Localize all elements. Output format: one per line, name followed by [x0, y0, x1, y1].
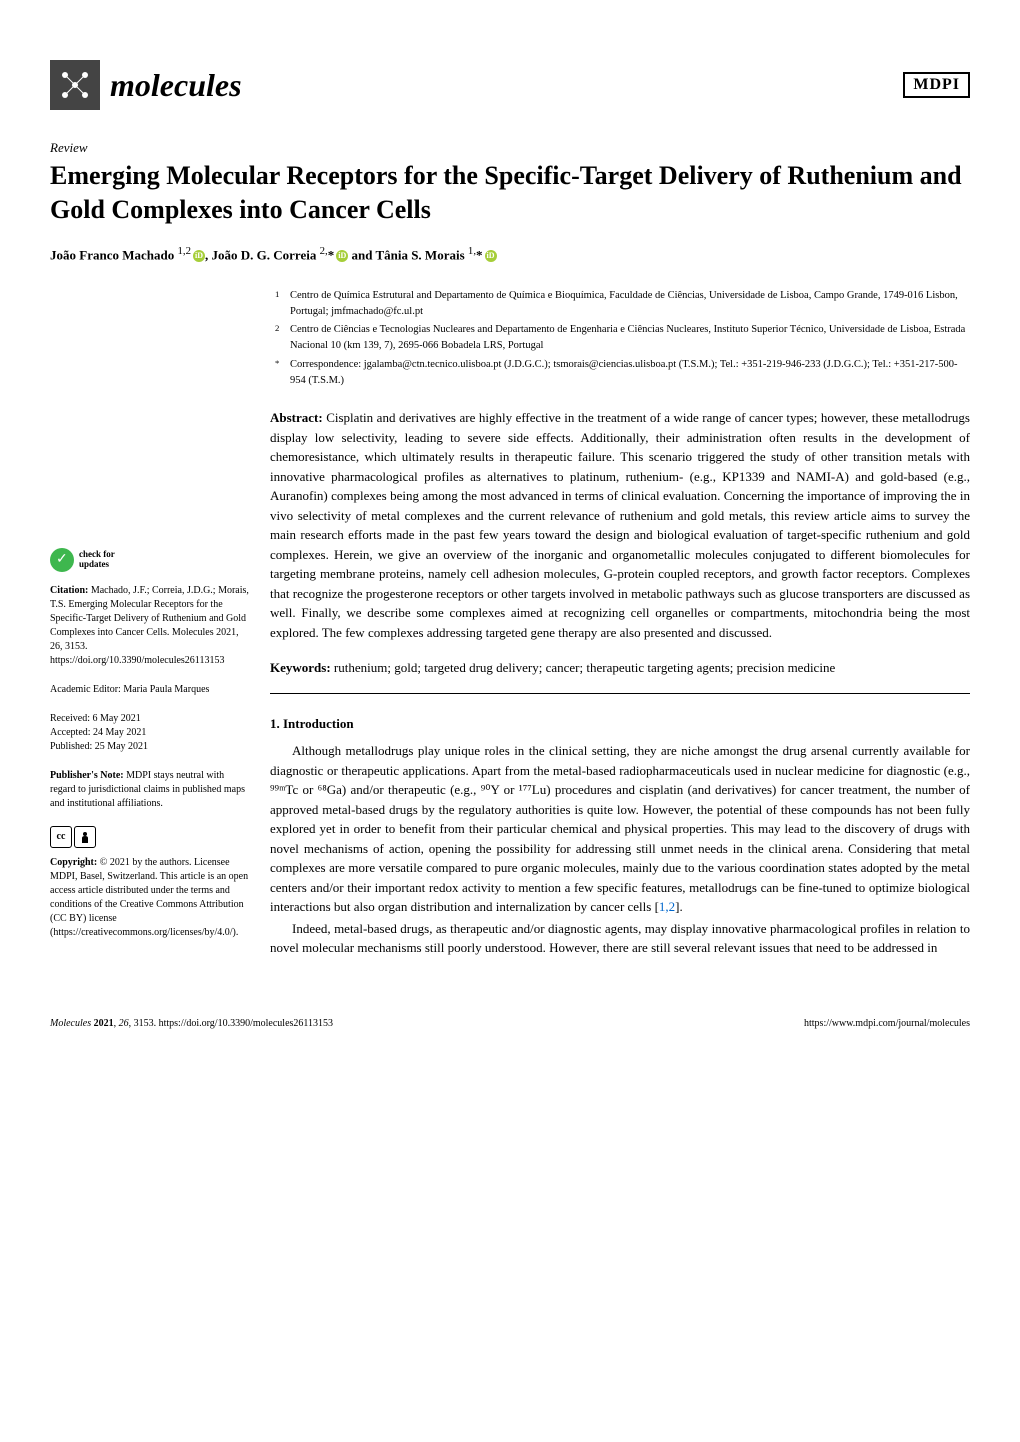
main-container: check forupdates Citation: Machado, J.F.…	[50, 288, 970, 960]
check-icon	[50, 548, 74, 572]
citation-refs[interactable]: 1,2	[659, 899, 675, 914]
authors: João Franco Machado 1,2iD, João D. G. Co…	[50, 245, 970, 263]
footer-left: Molecules 2021, 26, 3153. https://doi.or…	[50, 1018, 333, 1029]
cc-license-badge: cc	[50, 826, 250, 848]
citation-label: Citation:	[50, 585, 88, 596]
footer-right: https://www.mdpi.com/journal/molecules	[804, 1018, 970, 1029]
editor-block: Academic Editor: Maria Paula Marques	[50, 683, 250, 697]
publisher-logo: MDPI	[903, 72, 970, 98]
intro-heading: 1. Introduction	[270, 714, 970, 734]
keywords-text: ruthenium; gold; targeted drug delivery;…	[331, 660, 836, 675]
article-title: Emerging Molecular Receptors for the Spe…	[50, 159, 970, 227]
received-date: Received: 6 May 2021	[50, 712, 250, 726]
dates-block: Received: 6 May 2021 Accepted: 24 May 20…	[50, 712, 250, 754]
abstract-text: Cisplatin and derivatives are highly eff…	[270, 410, 970, 640]
keywords: Keywords: ruthenium; gold; targeted drug…	[270, 658, 970, 694]
molecules-icon	[50, 60, 100, 110]
affiliations: 1Centro de Química Estrutural and Depart…	[270, 288, 970, 389]
article-type: Review	[50, 140, 970, 156]
copyright-label: Copyright:	[50, 857, 97, 868]
citation-text: Machado, J.F.; Correia, J.D.G.; Morais, …	[50, 585, 249, 666]
keywords-label: Keywords:	[270, 660, 331, 675]
copyright-text: © 2021 by the authors. Licensee MDPI, Ba…	[50, 857, 248, 938]
abstract: Abstract: Cisplatin and derivatives are …	[270, 408, 970, 642]
journal-logo: molecules	[50, 60, 242, 110]
header-row: molecules MDPI	[50, 60, 970, 110]
publisher-note-block: Publisher's Note: MDPI stays neutral wit…	[50, 769, 250, 811]
affiliation-2: 2Centro de Ciências e Tecnologias Nuclea…	[290, 322, 970, 354]
orcid-icon: iD	[336, 250, 348, 262]
pubnote-label: Publisher's Note:	[50, 770, 124, 781]
check-updates[interactable]: check forupdates	[50, 548, 250, 572]
orcid-icon: iD	[485, 250, 497, 262]
by-icon	[74, 826, 96, 848]
sidebar: check forupdates Citation: Machado, J.F.…	[50, 288, 250, 960]
citation-block: Citation: Machado, J.F.; Correia, J.D.G.…	[50, 584, 250, 668]
correspondence: *Correspondence: jgalamba@ctn.tecnico.ul…	[290, 357, 970, 389]
main-content: 1Centro de Química Estrutural and Depart…	[270, 288, 970, 960]
footer: Molecules 2021, 26, 3153. https://doi.or…	[50, 1010, 970, 1029]
copyright-block: Copyright: © 2021 by the authors. Licens…	[50, 856, 250, 940]
abstract-label: Abstract:	[270, 410, 323, 425]
journal-name: molecules	[110, 67, 242, 104]
editor-name: Maria Paula Marques	[121, 684, 210, 695]
published-date: Published: 25 May 2021	[50, 740, 250, 754]
intro-paragraph-2: Indeed, metal-based drugs, as therapeuti…	[270, 919, 970, 958]
check-updates-label: check forupdates	[79, 550, 115, 570]
editor-label: Academic Editor:	[50, 684, 121, 695]
accepted-date: Accepted: 24 May 2021	[50, 726, 250, 740]
cc-icon: cc	[50, 826, 72, 848]
orcid-icon: iD	[193, 250, 205, 262]
intro-paragraph-1: Although metallodrugs play unique roles …	[270, 741, 970, 917]
affiliation-1: 1Centro de Química Estrutural and Depart…	[290, 288, 970, 320]
